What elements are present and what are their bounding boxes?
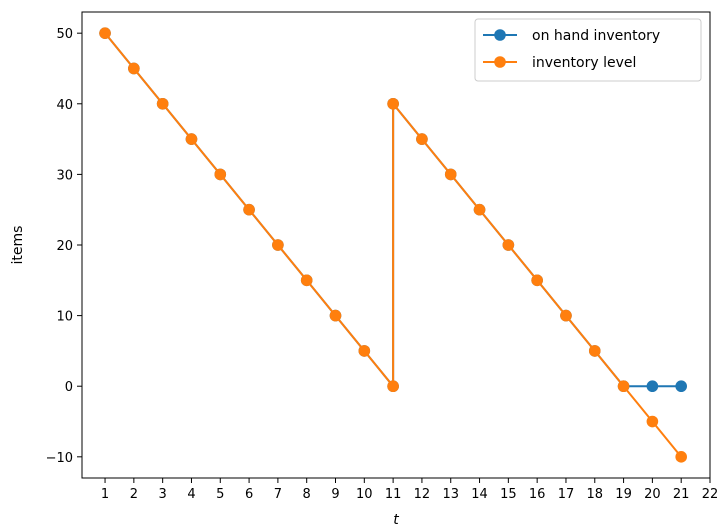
y-tick-label: 40 <box>56 98 73 113</box>
data-point <box>243 203 255 216</box>
x-tick-label: 22 <box>702 487 719 502</box>
y-axis-label: items <box>10 226 26 265</box>
y-tick-label: 20 <box>56 239 73 254</box>
data-point <box>646 380 659 393</box>
legend: on hand inventory inventory level <box>474 18 702 82</box>
data-point <box>99 27 111 39</box>
data-point <box>128 62 140 75</box>
x-tick-label: 13 <box>442 487 459 502</box>
x-tick-label: 7 <box>274 487 282 502</box>
x-tick-label: 8 <box>303 487 311 502</box>
x-tick-label: 15 <box>500 487 517 502</box>
plot-area <box>99 27 687 463</box>
x-tick-label: 10 <box>356 487 373 502</box>
x-tick-label: 5 <box>216 487 224 502</box>
x-tick-label: 19 <box>615 487 632 502</box>
data-point <box>185 133 198 145</box>
y-axis: −10 0 10 20 30 40 50 <box>46 27 82 466</box>
data-point <box>156 97 169 110</box>
data-point <box>675 380 687 393</box>
x-axis: 1 2 3 4 5 6 7 8 9 10 11 12 13 14 15 16 17 18 19 20 21 22 <box>101 478 718 502</box>
data-point <box>387 380 399 393</box>
x-axis-label: t <box>393 512 399 528</box>
legend-frame <box>474 18 702 82</box>
x-tick-label: 2 <box>130 487 138 502</box>
data-point <box>416 133 428 145</box>
legend-label-on-hand: on hand inventory <box>532 28 660 44</box>
legend-label-inventory-level: inventory level <box>532 55 636 71</box>
x-tick-label: 6 <box>245 487 253 502</box>
x-tick-label: 11 <box>385 487 402 502</box>
data-point <box>214 168 227 181</box>
data-point <box>473 203 486 216</box>
axes-frame <box>81 11 711 479</box>
data-point <box>272 239 284 251</box>
series-1 <box>99 27 687 463</box>
x-tick-label: 12 <box>414 487 431 502</box>
data-point <box>358 345 371 357</box>
data-point <box>675 451 687 463</box>
data-point <box>387 97 399 110</box>
data-point <box>502 239 515 251</box>
y-tick-label: −10 <box>46 451 73 466</box>
x-tick-label: 17 <box>558 487 575 502</box>
data-point <box>560 309 572 322</box>
x-tick-label: 18 <box>586 487 603 502</box>
data-point <box>444 168 457 181</box>
legend-marker-on-hand <box>494 29 506 41</box>
y-tick-label: 50 <box>56 27 73 42</box>
data-point <box>531 274 543 287</box>
data-point <box>300 274 313 287</box>
x-tick-label: 1 <box>101 487 109 502</box>
x-tick-label: 20 <box>644 487 661 502</box>
data-point <box>617 380 630 393</box>
x-tick-label: 14 <box>471 487 488 502</box>
legend-marker-inventory-level <box>494 56 506 68</box>
data-point <box>588 345 601 357</box>
x-tick-label: 16 <box>529 487 546 502</box>
data-point <box>329 309 342 322</box>
x-tick-label: 4 <box>187 487 195 502</box>
series-line <box>104 32 682 458</box>
x-tick-label: 9 <box>331 487 339 502</box>
x-tick-label: 21 <box>673 487 690 502</box>
data-point <box>646 415 659 428</box>
x-tick-label: 3 <box>159 487 167 502</box>
y-tick-label: 0 <box>65 380 73 395</box>
y-tick-label: 10 <box>56 310 73 325</box>
y-tick-label: 30 <box>56 168 73 183</box>
